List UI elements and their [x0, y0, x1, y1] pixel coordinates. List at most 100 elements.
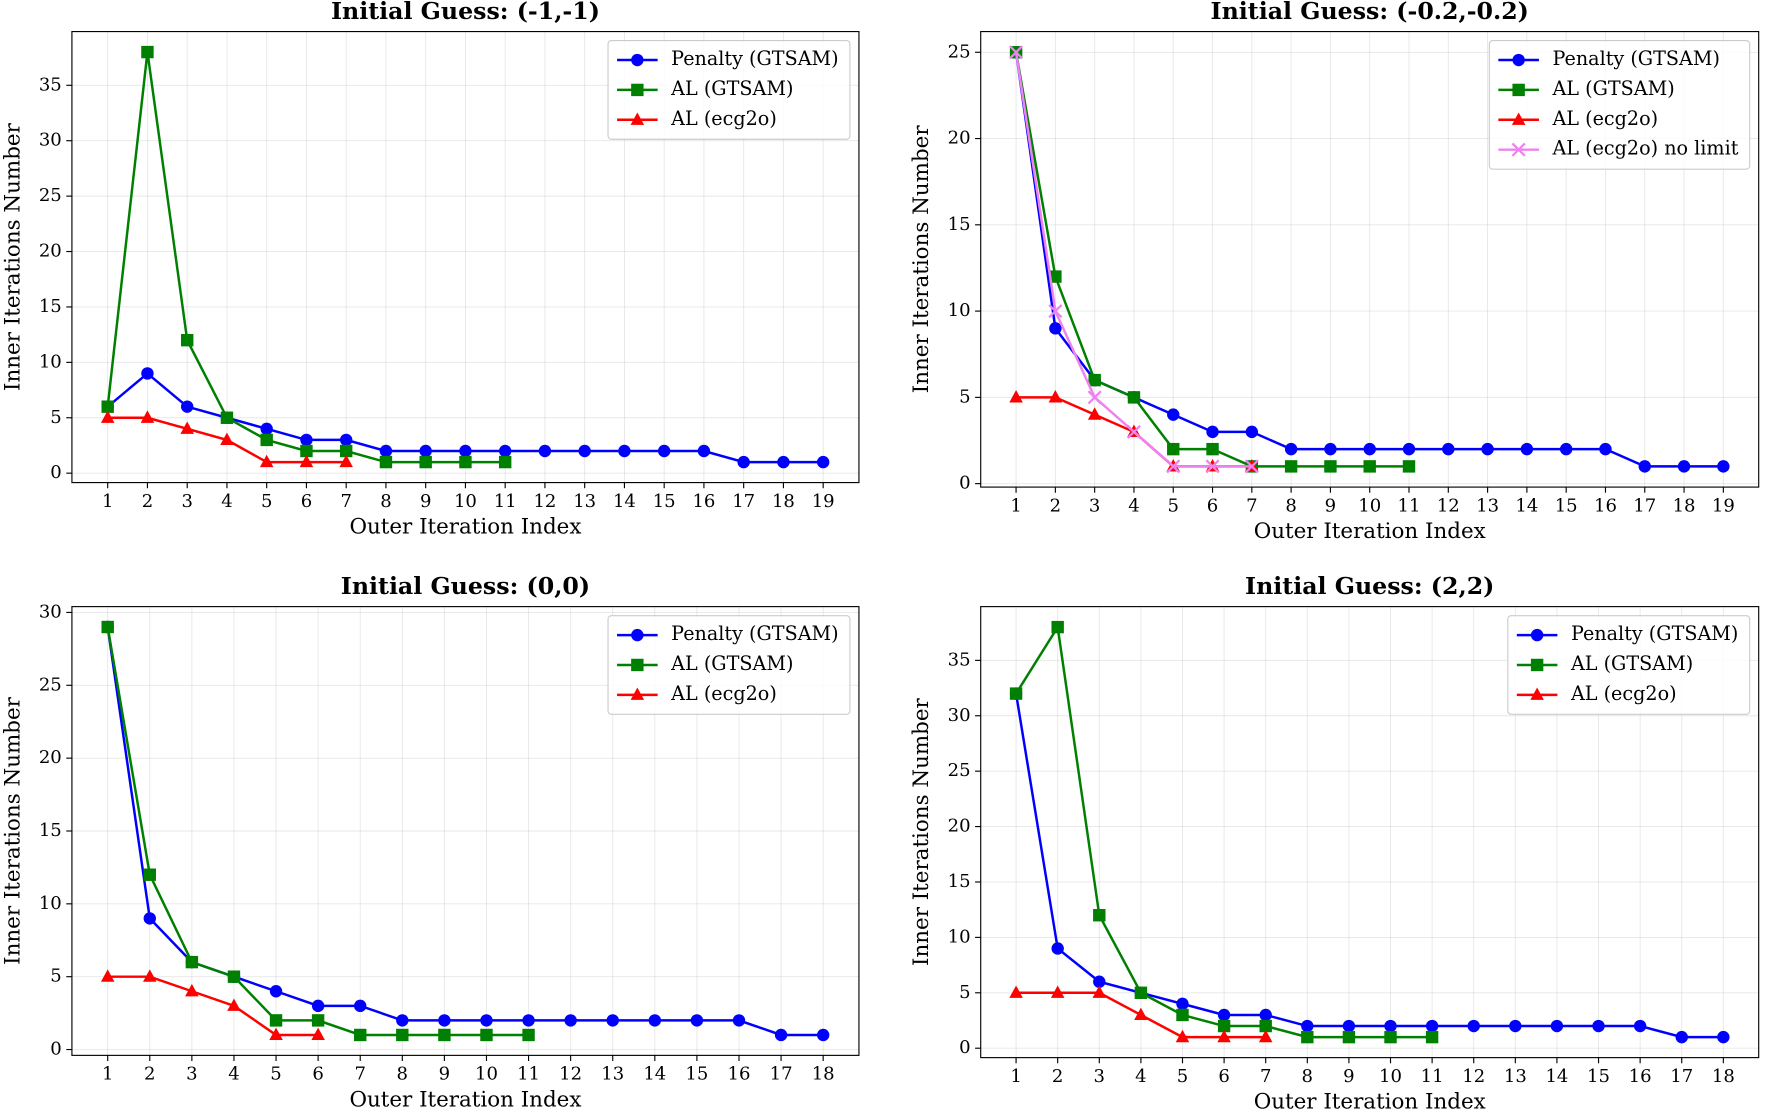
legend: Penalty (GTSAM) AL (GTSAM) AL (ecg2o) — [607, 615, 851, 715]
data-point — [141, 367, 154, 380]
legend-marker — [630, 112, 645, 125]
data-point — [618, 444, 631, 458]
data-point — [777, 455, 790, 469]
y-axis-label: Inner Iterations Number — [0, 696, 25, 965]
data-point — [498, 455, 512, 469]
x-tick-label: 10 — [1379, 1066, 1402, 1087]
y-axis-label: Inner Iterations Number — [909, 697, 934, 966]
x-tick-label: 8 — [1285, 495, 1296, 516]
data-point — [101, 620, 114, 634]
series-line — [107, 975, 319, 1037]
x-tick-label: 1 — [102, 1064, 113, 1085]
data-point — [1134, 1007, 1148, 1021]
data-point — [269, 1014, 283, 1027]
x-tick-label: 15 — [1587, 1066, 1610, 1087]
data-point — [1363, 460, 1376, 473]
legend-box — [607, 40, 851, 140]
x-tick-label: 6 — [301, 491, 312, 512]
x-tick-label: 11 — [1398, 495, 1421, 516]
data-point — [300, 444, 313, 458]
x-tick-label: 14 — [613, 491, 636, 512]
data-point — [1175, 1029, 1190, 1043]
x-axis-label: Outer Iteration Index — [1254, 519, 1486, 544]
x-tick-label: 19 — [1712, 495, 1735, 516]
data-point — [1467, 1019, 1480, 1033]
data-point — [379, 444, 393, 458]
data-point — [1481, 442, 1494, 456]
x-tick-label: 3 — [1089, 495, 1100, 516]
data-point — [480, 1028, 493, 1042]
data-point — [1087, 407, 1102, 420]
data-point — [1093, 975, 1106, 988]
legend-marker — [1511, 142, 1526, 157]
x-tick-label: 19 — [812, 491, 835, 512]
x-tick-label: 2 — [142, 491, 153, 512]
data-point — [354, 1028, 367, 1042]
x-tick-label: 13 — [1476, 495, 1499, 516]
data-point — [1384, 1030, 1397, 1044]
x-tick-label: 16 — [1629, 1066, 1652, 1087]
data-point — [1205, 459, 1220, 474]
x-tick-label: 11 — [494, 491, 517, 512]
y-tick-label: 25 — [39, 674, 62, 695]
data-point — [339, 433, 353, 447]
x-tick-label: 1 — [1010, 495, 1021, 516]
y-tick-label: 15 — [948, 871, 971, 892]
data-point — [260, 422, 273, 436]
data-point — [522, 1014, 535, 1027]
y-tick-label: 20 — [39, 747, 62, 768]
axes-frame — [71, 31, 860, 484]
x-tick-label: 14 — [1545, 1066, 1568, 1087]
axes-frame — [980, 31, 1760, 488]
x-tick-label: 1 — [1010, 1066, 1021, 1087]
legend-label: AL (ecg2o) — [1570, 682, 1677, 705]
data-point — [1088, 373, 1101, 387]
data-point — [311, 999, 325, 1013]
legend-label: Penalty (GTSAM) — [671, 47, 838, 70]
data-point — [690, 1014, 704, 1027]
legend-label: Penalty (GTSAM) — [671, 622, 838, 645]
y-tick-label: 25 — [948, 41, 971, 62]
legend-label: AL (GTSAM) — [1551, 77, 1674, 100]
subplot: 1 2 3 4 5 6 7 8 9 10 11 12 13 14 15 16 17 18 190510152025I… — [909, 0, 1760, 544]
data-point — [1259, 1008, 1272, 1022]
x-tick-label: 5 — [1177, 1066, 1188, 1087]
x-tick-label: 11 — [517, 1064, 540, 1085]
data-point — [1009, 390, 1023, 403]
data-point — [180, 400, 194, 413]
x-tick-label: 3 — [181, 491, 192, 512]
x-tick-label: 14 — [643, 1064, 666, 1085]
data-point — [311, 1014, 325, 1027]
y-tick-label: 30 — [39, 130, 62, 151]
legend-box — [1488, 40, 1751, 170]
x-tick-label: 17 — [770, 1064, 793, 1085]
x-tick-label: 9 — [420, 491, 431, 512]
data-point — [1245, 425, 1259, 439]
data-point — [259, 454, 274, 468]
x-tick-label: 15 — [653, 491, 676, 512]
data-point — [1176, 1008, 1189, 1022]
data-point — [606, 1014, 619, 1027]
x-tick-label: 2 — [144, 1064, 155, 1085]
data-point — [1051, 942, 1064, 955]
x-tick-label: 6 — [1207, 495, 1218, 516]
data-point — [732, 1014, 746, 1027]
data-point — [1509, 1019, 1522, 1033]
y-tick-label: 15 — [39, 296, 62, 317]
subplot: 1 2 3 4 5 6 7 8 9 10 11 12 13 14 15 16 17 18 1905101520253… — [0, 0, 860, 540]
x-tick-label: 13 — [1504, 1066, 1527, 1087]
data-point — [1402, 460, 1416, 473]
data-point — [1050, 985, 1065, 998]
data-point — [1324, 442, 1337, 456]
data-point — [260, 433, 273, 447]
data-point — [1009, 45, 1024, 60]
data-point — [101, 400, 114, 413]
data-point — [299, 454, 314, 468]
x-tick-label: 8 — [1302, 1066, 1313, 1087]
data-point — [1284, 460, 1298, 473]
data-point — [1051, 620, 1064, 634]
data-point — [1402, 442, 1416, 456]
x-tick-label: 18 — [1712, 1066, 1735, 1087]
x-axis-label: Outer Iteration Index — [349, 515, 581, 540]
x-tick-label: 17 — [1633, 495, 1656, 516]
